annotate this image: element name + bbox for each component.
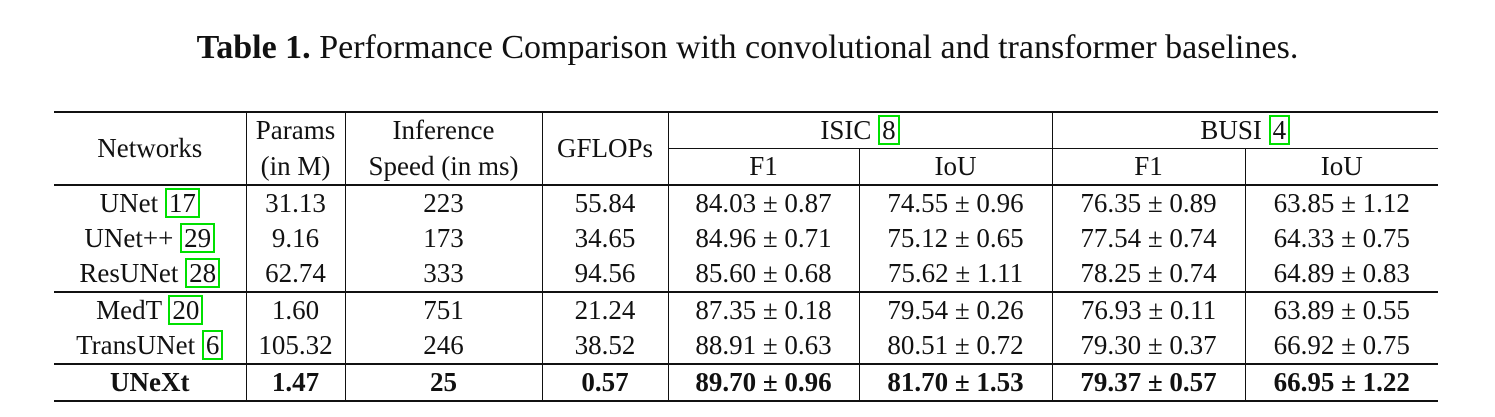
header-networks: Networks [54, 111, 246, 185]
cell-isic-iou: 81.70 ± 1.53 [858, 363, 1053, 402]
cell-isic-iou: 79.54 ± 0.26 [858, 291, 1053, 328]
cell-gflops: 34.65 [541, 221, 668, 256]
header-params-line1: Params [245, 111, 345, 149]
header-isic: ISIC 8 [667, 111, 1053, 149]
cell-params: 9.16 [245, 221, 345, 256]
table-row: MedT 20 1.60 751 21.24 87.35 ± 0.18 79.5… [54, 291, 1439, 328]
table-caption: Table 1. Performance Comparison with con… [0, 24, 1495, 72]
cell-busi-f1: 78.25 ± 0.74 [1051, 256, 1246, 292]
cell-params: 62.74 [245, 256, 345, 292]
citation-link[interactable]: 6 [201, 330, 224, 360]
header-isic-label: ISIC [820, 115, 872, 145]
cell-params: 1.60 [245, 291, 345, 328]
caption-label: Table 1. [196, 29, 311, 66]
table-row-highlight: UNeXt 1.47 25 0.57 89.70 ± 0.96 81.70 ± … [54, 363, 1439, 402]
table-row: ResUNet 28 62.74 333 94.56 85.60 ± 0.68 … [54, 256, 1439, 292]
cell-busi-f1: 79.37 ± 0.57 [1051, 363, 1246, 402]
header-isic-f1: F1 [667, 148, 859, 185]
cell-params: 105.32 [245, 328, 345, 364]
cell-speed: 173 [344, 221, 542, 256]
caption-text: Performance Comparison with convolutiona… [319, 29, 1299, 66]
cell-isic-f1: 88.91 ± 0.63 [667, 328, 859, 364]
header-speed-line1: Inference [344, 111, 542, 149]
cell-busi-iou: 64.33 ± 0.75 [1244, 221, 1439, 256]
row-network: UNet 17 [54, 184, 246, 221]
header-gflops: GFLOPs [541, 111, 668, 185]
row-network: TransUNet 6 [54, 328, 246, 364]
cell-isic-iou: 75.12 ± 0.65 [858, 221, 1053, 256]
cell-speed: 223 [344, 184, 542, 221]
cell-isic-iou: 80.51 ± 0.72 [858, 328, 1053, 364]
cell-speed: 751 [344, 291, 542, 328]
cell-gflops: 0.57 [541, 363, 668, 402]
cell-gflops: 21.24 [541, 291, 668, 328]
cell-isic-iou: 75.62 ± 1.11 [858, 256, 1053, 292]
performance-table: Networks Params Inference GFLOPs ISIC 8 … [54, 111, 1439, 402]
cell-params: 1.47 [245, 363, 345, 402]
header-busi-label: BUSI [1200, 115, 1262, 145]
cell-isic-f1: 87.35 ± 0.18 [667, 291, 859, 328]
table-row: TransUNet 6 105.32 246 38.52 88.91 ± 0.6… [54, 328, 1439, 364]
cell-isic-iou: 74.55 ± 0.96 [858, 184, 1053, 221]
table-row: UNet 17 31.13 223 55.84 84.03 ± 0.87 74.… [54, 184, 1439, 221]
network-name: UNet [99, 188, 159, 218]
cell-busi-iou: 63.89 ± 0.55 [1244, 291, 1439, 328]
network-name: MedT [96, 295, 162, 325]
cell-speed: 246 [344, 328, 542, 364]
citation-link[interactable]: 20 [168, 295, 204, 325]
cell-busi-f1: 76.93 ± 0.11 [1051, 291, 1246, 328]
cell-busi-f1: 77.54 ± 0.74 [1051, 221, 1246, 256]
header-busi-iou: IoU [1244, 148, 1439, 185]
row-network: UNeXt [54, 363, 246, 402]
network-name: ResUNet [79, 258, 179, 288]
citation-link[interactable]: 17 [164, 188, 200, 218]
network-name: TransUNet [76, 330, 196, 360]
cell-busi-iou: 64.89 ± 0.83 [1244, 256, 1439, 292]
header-params-line2: (in M) [245, 148, 345, 185]
isic-citation-link[interactable]: 8 [878, 115, 900, 145]
network-name: UNet++ [84, 223, 174, 253]
cell-gflops: 55.84 [541, 184, 668, 221]
citation-link[interactable]: 29 [180, 223, 216, 253]
cell-speed: 333 [344, 256, 542, 292]
header-isic-iou: IoU [858, 148, 1053, 185]
busi-citation-link[interactable]: 4 [1268, 115, 1291, 145]
cell-busi-f1: 76.35 ± 0.89 [1051, 184, 1246, 221]
cell-gflops: 38.52 [541, 328, 668, 364]
table-row: UNet++ 29 9.16 173 34.65 84.96 ± 0.71 75… [54, 221, 1439, 256]
cell-busi-iou: 63.85 ± 1.12 [1244, 184, 1439, 221]
header-busi: BUSI 4 [1051, 111, 1439, 149]
row-network: UNet++ 29 [54, 221, 246, 256]
header-busi-f1: F1 [1051, 148, 1246, 185]
cell-isic-f1: 89.70 ± 0.96 [667, 363, 859, 402]
cell-params: 31.13 [245, 184, 345, 221]
cell-busi-iou: 66.92 ± 0.75 [1244, 328, 1439, 364]
row-network: MedT 20 [54, 291, 246, 328]
cell-isic-f1: 84.96 ± 0.71 [667, 221, 859, 256]
citation-link[interactable]: 28 [185, 258, 221, 288]
cell-busi-f1: 79.30 ± 0.37 [1051, 328, 1246, 364]
row-network: ResUNet 28 [54, 256, 246, 292]
cell-isic-f1: 84.03 ± 0.87 [667, 184, 859, 221]
cell-isic-f1: 85.60 ± 0.68 [667, 256, 859, 292]
cell-speed: 25 [344, 363, 542, 402]
cell-gflops: 94.56 [541, 256, 668, 292]
cell-busi-iou: 66.95 ± 1.22 [1244, 363, 1439, 402]
header-speed-line2: Speed (in ms) [344, 148, 542, 185]
